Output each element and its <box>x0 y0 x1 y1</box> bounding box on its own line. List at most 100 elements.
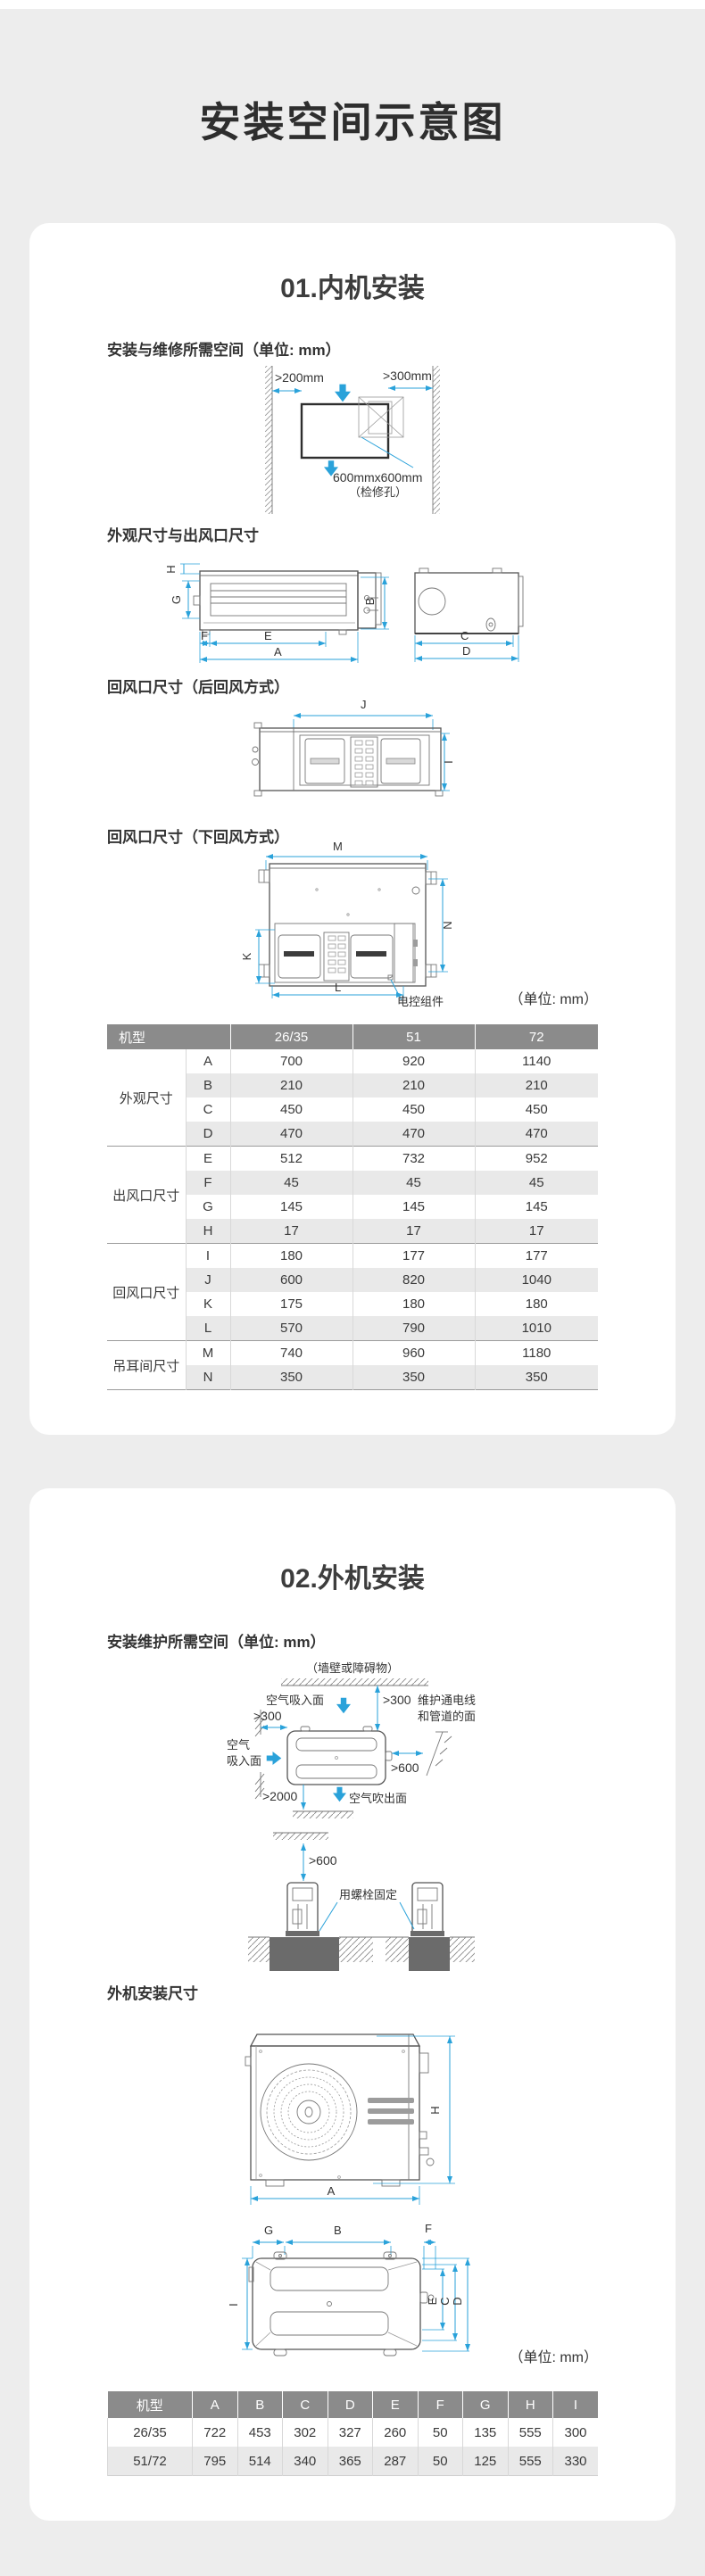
dim-letter-F: F <box>425 2222 432 2235</box>
dimension-value-cell: 210 <box>229 1073 353 1097</box>
dim-letter-G: G <box>170 595 183 604</box>
outdoor-value-cell: 330 <box>552 2447 598 2476</box>
indoor-table-row: K 175 180 180 <box>107 1292 599 1316</box>
center-slots <box>354 740 374 786</box>
dim-letter-D: D <box>462 644 470 658</box>
outdoor-value-cell: 26/35 <box>107 2418 193 2447</box>
bolt-note: 用螺栓固定 <box>339 1888 397 1901</box>
indoor-table-row: 外观尺寸 A 700 920 1140 <box>107 1049 599 1147</box>
gap-below-label: >600 <box>309 1853 337 1868</box>
intake-top-label: 空气吸入面 <box>266 1694 324 1707</box>
page-title: 安装空间示意图 <box>199 98 506 145</box>
outdoor-header-cell: E <box>372 2391 418 2418</box>
concrete-pad <box>270 1937 339 1971</box>
indoor-table-row: G 145 145 145 <box>107 1195 599 1219</box>
gap-top-label: >300 <box>383 1693 411 1707</box>
dimension-value-cell: 17 <box>474 1219 599 1244</box>
dimension-letter-cell: G <box>185 1195 231 1219</box>
dimension-group-label: 出风口尺寸 <box>107 1146 186 1244</box>
dimension-letter-cell: A <box>185 1049 231 1073</box>
electric-box-note: 电控组件 <box>397 995 444 1008</box>
dimension-value-cell: 350 <box>474 1365 599 1390</box>
dimension-value-cell: 145 <box>229 1195 353 1219</box>
dimension-letter-cell: D <box>185 1122 231 1147</box>
indoor-outline-diagram: H G B F E A <box>164 563 524 663</box>
intake-arrow-down <box>336 1697 351 1714</box>
intake-left-label-2: 吸入面 <box>227 1754 261 1768</box>
outdoor-install-card: 02.外机安装 安装维护所需空间（单位: mm） （墙壁或障碍物） 空气吸入面 … <box>29 1488 676 2521</box>
outdoor-unit-topview <box>286 1726 393 1785</box>
dimension-value-cell: 790 <box>352 1316 476 1341</box>
right-wall-hatch <box>433 366 440 514</box>
indoor-rear-return-diagram: J <box>252 698 455 797</box>
outdoor-header-cell: A <box>192 2391 237 2418</box>
dimension-letter-cell: L <box>185 1316 231 1341</box>
left-gap-label: >200mm <box>275 370 324 385</box>
indoor-table-row: 回风口尺寸 I 180 177 177 <box>107 1243 599 1341</box>
indoor-dim-table: 机型 26/35 51 72 外观尺寸 A 700 920 1140 B 210 210 210… <box>107 1024 599 1390</box>
side-slat <box>368 2119 414 2125</box>
outdoor-units-note: （单位: mm） <box>509 2350 598 2365</box>
dimension-value-cell: 145 <box>352 1195 476 1219</box>
dimension-value-cell: 177 <box>352 1243 476 1268</box>
outdoor-header-cell: G <box>462 2391 508 2418</box>
dim-letter-C: C <box>438 2297 452 2305</box>
indoor-fig2-label: 外观尺寸与出风口尺寸 <box>107 527 259 544</box>
indoor-table-row: D 470 470 470 <box>107 1122 599 1147</box>
outdoor-value-cell: 51/72 <box>107 2447 193 2476</box>
dimension-value-cell: 470 <box>229 1122 353 1147</box>
inspection-hole <box>358 396 404 438</box>
dimension-value-cell: 600 <box>229 1268 353 1292</box>
outdoor-value-cell: 300 <box>552 2418 598 2447</box>
dimension-value-cell: 45 <box>352 1171 476 1195</box>
dimension-letter-cell: I <box>185 1243 231 1268</box>
dimension-value-cell: 960 <box>352 1340 476 1365</box>
dimension-value-cell: 1040 <box>474 1268 599 1292</box>
outdoor-value-cell: 555 <box>507 2447 553 2476</box>
dimension-value-cell: 732 <box>352 1146 476 1171</box>
indoor-fig1-label: 安装与维修所需空间（单位: mm） <box>107 342 341 359</box>
dimension-letter-cell: N <box>185 1365 231 1390</box>
outdoor-unit-bottomview <box>248 2251 435 2357</box>
indoor-table-row: L 570 790 1010 <box>107 1316 599 1341</box>
dimension-value-cell: 1010 <box>474 1316 599 1341</box>
model-header: 机型 <box>107 1024 231 1049</box>
dim-letter-I: I <box>442 760 455 764</box>
indoor-unit-outline <box>300 402 390 460</box>
outdoor-value-cell: 302 <box>282 2418 328 2447</box>
concrete-pad <box>409 1937 450 1971</box>
center-slots <box>328 935 346 973</box>
model-col-51: 51 <box>352 1024 476 1049</box>
dim-letter-L: L <box>335 981 341 994</box>
dimension-value-cell: 570 <box>229 1316 353 1341</box>
dimension-value-cell: 180 <box>229 1243 353 1268</box>
dimension-value-cell: 470 <box>352 1122 476 1147</box>
outdoor-header-cell: 机型 <box>107 2391 193 2418</box>
dimension-letter-cell: F <box>185 1171 231 1195</box>
dim-letter-A: A <box>274 645 282 658</box>
model-col-26-35: 26/35 <box>229 1024 353 1049</box>
dimension-value-cell: 180 <box>474 1292 599 1316</box>
outdoor-header-cell: H <box>507 2391 553 2418</box>
intake-left-label-1: 空气 <box>227 1738 250 1752</box>
outdoor-value-cell: 260 <box>372 2418 418 2447</box>
dim-letter-M: M <box>333 840 343 853</box>
dimension-value-cell: 1180 <box>474 1340 599 1365</box>
dimension-value-cell: 145 <box>474 1195 599 1219</box>
outdoor-dim-table: 机型 A B C D E F G H I 26/35 722 453 302 327 260 50 135 555… <box>107 2391 598 2476</box>
dimension-letter-cell: K <box>185 1292 231 1316</box>
indoor-fig3-label: 回风口尺寸（后回风方式） <box>107 679 289 696</box>
dim-letter-D: D <box>451 2297 464 2305</box>
indoor-table-row: J 600 820 1040 <box>107 1268 599 1292</box>
dimension-value-cell: 450 <box>229 1097 353 1122</box>
gap-front-label: >2000 <box>262 1789 298 1803</box>
dim-letter-N: N <box>441 921 454 929</box>
outdoor-value-cell: 135 <box>462 2418 508 2447</box>
blow-side-label: 空气吹出面 <box>349 1792 407 1805</box>
outdoor-front-view-diagram: H A <box>245 2033 455 2205</box>
dim-letter-H: H <box>428 2106 442 2114</box>
gap-right-label: >600 <box>391 1760 419 1775</box>
outdoor-bottom-view-diagram: G B F <box>227 2222 470 2357</box>
dim-letter-F: F <box>201 629 208 642</box>
dimension-value-cell: 920 <box>352 1049 476 1073</box>
